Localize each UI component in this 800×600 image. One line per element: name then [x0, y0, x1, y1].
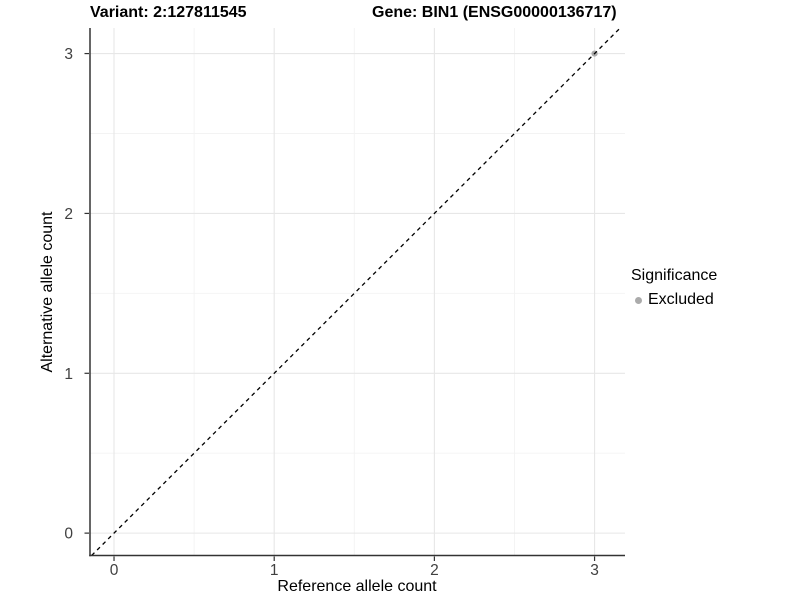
x-tick-label: 0 [110, 562, 119, 579]
legend-point-icon [635, 296, 642, 304]
legend-title: Significance [631, 267, 718, 284]
plot-title-gene: Gene: BIN1 (ENSG00000136717) [372, 4, 617, 21]
x-tick-label: 3 [590, 562, 599, 579]
x-axis-label: Reference allele count [277, 578, 437, 595]
legend-item-label: Excluded [648, 291, 714, 308]
identity-dashed-line [91, 27, 621, 556]
y-tick-label: 2 [64, 206, 73, 223]
y-tick-label: 3 [64, 46, 73, 63]
y-axis-label: Alternative allele count [39, 211, 56, 373]
x-tick-label: 1 [270, 562, 279, 579]
x-tick-label: 2 [430, 562, 439, 579]
legend-item-excluded: Excluded [631, 291, 717, 309]
plot-title-variant: Variant: 2:127811545 [90, 4, 247, 21]
y-tick-label: 1 [64, 366, 73, 383]
y-tick-label: 0 [64, 526, 73, 543]
legend: Significance Excluded [631, 266, 717, 309]
